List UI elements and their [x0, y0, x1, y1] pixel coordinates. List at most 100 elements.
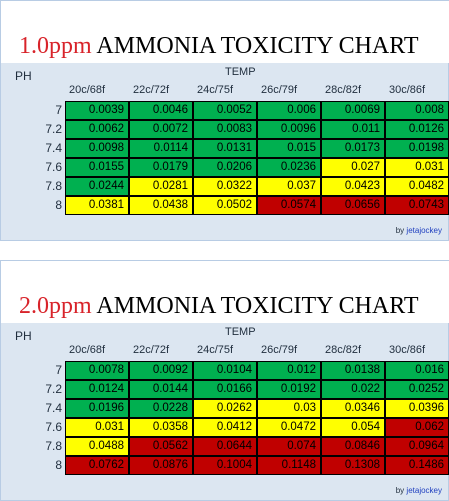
toxicity-table-1ppm: 1.0ppm AMMONIA TOXICITY CHART PH TEMP 20…	[0, 0, 449, 241]
table-cell: 0.0083	[193, 120, 257, 139]
table-cell: 0.0155	[65, 158, 129, 177]
table-cell: 0.027	[321, 158, 385, 177]
table-cell: 0.1486	[385, 456, 449, 475]
table-cell: 0.0438	[129, 196, 193, 215]
table-cell: 0.037	[257, 177, 321, 196]
credit-prefix: by	[395, 226, 405, 235]
table-cell: 0.0062	[65, 120, 129, 139]
column-header: 28c/82f	[325, 84, 362, 96]
table-cell: 0.0131	[193, 139, 257, 158]
table-cell: 0.0762	[65, 456, 129, 475]
column-header: 28c/82f	[325, 344, 362, 356]
table-cell: 0.0346	[321, 399, 385, 418]
credit: by jetajockey	[396, 226, 442, 235]
table-cell: 0.0423	[321, 177, 385, 196]
table-cell: 0.03	[257, 399, 321, 418]
table-cell: 0.031	[385, 158, 449, 177]
table-cell: 0.0126	[385, 120, 449, 139]
row-header: 8	[55, 458, 62, 472]
table-cell: 0.0244	[65, 177, 129, 196]
table-cell: 0.0252	[385, 380, 449, 399]
table-cell: 0.0046	[129, 101, 193, 120]
table-cell: 0.0052	[193, 101, 257, 120]
table-cell: 0.0144	[129, 380, 193, 399]
title-concentration: 1.0ppm	[19, 33, 92, 59]
row-header: 7.8	[45, 179, 62, 193]
row-header: 7	[55, 363, 62, 377]
table-cell: 0.0562	[129, 437, 193, 456]
column-header: 22c/72f	[133, 84, 170, 96]
table-cell: 0.0138	[321, 361, 385, 380]
table-cell: 0.022	[321, 380, 385, 399]
row-header: 7.2	[45, 122, 62, 136]
table-cell: 0.0381	[65, 196, 129, 215]
table-cell: 0.0262	[193, 399, 257, 418]
table-cell: 0.031	[65, 418, 129, 437]
credit: by jetajockey	[396, 486, 442, 495]
credit-prefix: by	[395, 486, 405, 495]
table-cell: 0.015	[257, 139, 321, 158]
table-cell: 0.0574	[257, 196, 321, 215]
column-axis-label: TEMP	[225, 66, 256, 78]
table-cell: 0.1004	[193, 456, 257, 475]
row-header: 8	[55, 198, 62, 212]
table-cell: 0.0412	[193, 418, 257, 437]
table-cell: 0.008	[385, 101, 449, 120]
table-cell: 0.0482	[385, 177, 449, 196]
table-cell: 0.0124	[65, 380, 129, 399]
credit-name: jetajockey	[406, 226, 442, 235]
row-axis-label: PH	[15, 69, 32, 83]
title-row: 1.0ppm AMMONIA TOXICITY CHART	[1, 1, 449, 63]
table-cell: 0.016	[385, 361, 449, 380]
table-cell: 0.0098	[65, 139, 129, 158]
toxicity-table-2ppm: 2.0ppm AMMONIA TOXICITY CHART PH TEMP 20…	[0, 260, 449, 501]
column-header: 20c/68f	[69, 84, 106, 96]
row-header: 7.6	[45, 420, 62, 434]
title-concentration: 2.0ppm	[19, 293, 92, 319]
table-cell: 0.0096	[257, 120, 321, 139]
table-cell: 0.0472	[257, 418, 321, 437]
table-cell: 0.0072	[129, 120, 193, 139]
table-cell: 0.0039	[65, 101, 129, 120]
column-header: 24c/75f	[197, 84, 234, 96]
table-cell: 0.0104	[193, 361, 257, 380]
table-cell: 0.0173	[321, 139, 385, 158]
table-cell: 0.0396	[385, 399, 449, 418]
table-cell: 0.0236	[257, 158, 321, 177]
table-cell: 0.0876	[129, 456, 193, 475]
table-cell: 0.0198	[385, 139, 449, 158]
table-cell: 0.0846	[321, 437, 385, 456]
table-cell: 0.0964	[385, 437, 449, 456]
chart-title: 1.0ppm AMMONIA TOXICITY CHART	[19, 31, 418, 61]
credit-name: jetajockey	[406, 486, 442, 495]
row-header: 7.8	[45, 439, 62, 453]
row-header: 7.4	[45, 401, 62, 415]
table-cell: 0.0069	[321, 101, 385, 120]
column-header: 26c/79f	[261, 84, 298, 96]
row-header: 7	[55, 103, 62, 117]
table-cell: 0.0166	[193, 380, 257, 399]
table-cell: 0.0358	[129, 418, 193, 437]
table-cell: 0.0656	[321, 196, 385, 215]
table-cell: 0.0179	[129, 158, 193, 177]
column-header: 22c/72f	[133, 344, 170, 356]
sheet-gap	[0, 241, 449, 260]
table-cell: 0.006	[257, 101, 321, 120]
chart-title: 2.0ppm AMMONIA TOXICITY CHART	[19, 291, 418, 321]
column-header: 30c/86f	[389, 84, 426, 96]
table-cell: 0.074	[257, 437, 321, 456]
title-text: AMMONIA TOXICITY CHART	[96, 293, 419, 319]
row-header: 7.4	[45, 141, 62, 155]
table-cell: 0.0488	[65, 437, 129, 456]
table-cell: 0.0078	[65, 361, 129, 380]
table-cell: 0.012	[257, 361, 321, 380]
title-row: 2.0ppm AMMONIA TOXICITY CHART	[1, 261, 449, 323]
row-header: 7.6	[45, 160, 62, 174]
row-axis-label: PH	[15, 329, 32, 343]
table-cell: 0.0743	[385, 196, 449, 215]
column-header: 26c/79f	[261, 344, 298, 356]
table-cell: 0.0192	[257, 380, 321, 399]
column-header: 30c/86f	[389, 344, 426, 356]
table-cell: 0.1148	[257, 456, 321, 475]
table-cell: 0.0092	[129, 361, 193, 380]
